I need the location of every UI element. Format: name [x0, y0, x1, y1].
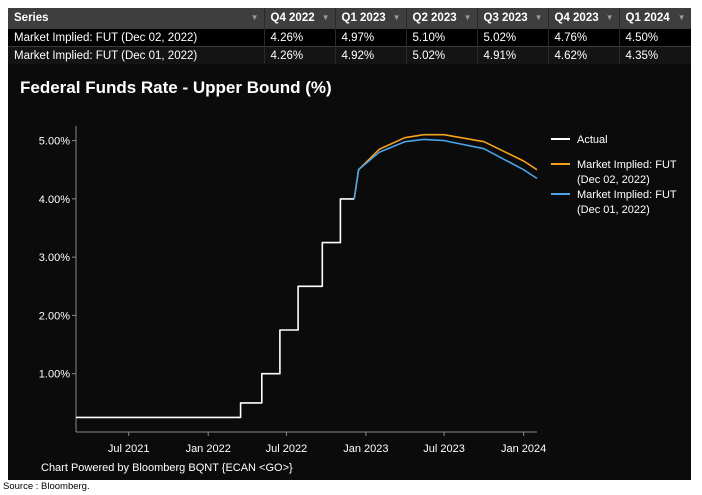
x-tick-label: Jul 2022 [266, 443, 308, 455]
sort-icon[interactable]: ▼ [392, 13, 401, 22]
table-row[interactable]: Market Implied: FUT (Dec 01, 2022) 4.26%… [8, 46, 691, 64]
series-line [353, 133, 538, 200]
value-cell: 4.97% [335, 28, 407, 47]
sort-icon[interactable]: ▼ [605, 13, 614, 22]
value-cell: 4.26% [264, 46, 336, 64]
value-cell: 5.10% [406, 28, 478, 47]
y-tick-label: 5.00% [39, 136, 70, 148]
sort-icon[interactable]: ▼ [534, 13, 543, 22]
chart-panel: Series ▼ Q4 2022 ▼ Q1 2023 ▼ Q2 2023 ▼ Q3 20… [8, 8, 691, 480]
chart-footer: Chart Powered by Bloomberg BQNT {ECAN <G… [41, 462, 293, 474]
value-cell: 4.35% [619, 46, 691, 64]
table-row[interactable]: Market Implied: FUT (Dec 02, 2022) 4.26%… [8, 28, 691, 47]
source-note: Source : Bloomberg. [3, 481, 90, 492]
column-header[interactable]: Q1 2023 ▼ [335, 8, 407, 29]
column-header[interactable]: Q4 2023 ▼ [548, 8, 620, 29]
value-cell: 4.26% [264, 28, 336, 47]
column-header[interactable]: Q1 2024 ▼ [619, 8, 691, 29]
legend-label: Market Implied: FUT (Dec 02, 2022) [577, 159, 677, 186]
chart-title: Federal Funds Rate - Upper Bound (%) [20, 78, 332, 97]
sort-icon[interactable]: ▼ [321, 13, 330, 22]
legend-label: Actual [577, 134, 608, 146]
series-line [353, 138, 538, 200]
sort-icon[interactable]: ▼ [677, 13, 686, 22]
series-table: Series ▼ Q4 2022 ▼ Q1 2023 ▼ Q2 2023 ▼ Q3 20… [8, 8, 691, 64]
x-tick-label: Jan 2022 [186, 443, 231, 455]
value-cell: 5.02% [477, 28, 549, 47]
column-header[interactable]: Series ▼ [8, 8, 265, 29]
series-name-cell: Market Implied: FUT (Dec 01, 2022) [8, 46, 265, 64]
value-cell: 4.92% [335, 46, 407, 64]
x-tick-label: Jul 2021 [108, 443, 150, 455]
column-header[interactable]: Q3 2023 ▼ [477, 8, 549, 29]
y-tick-label: 1.00% [39, 369, 70, 381]
value-cell: 4.50% [619, 28, 691, 47]
y-tick-label: 3.00% [39, 252, 70, 264]
y-tick-label: 4.00% [39, 194, 70, 206]
x-tick-label: Jan 2024 [501, 443, 546, 455]
series-line [76, 198, 355, 419]
series-name-cell: Market Implied: FUT (Dec 02, 2022) [8, 28, 265, 47]
column-header[interactable]: Q2 2023 ▼ [406, 8, 478, 29]
value-cell: 4.91% [477, 46, 549, 64]
sort-icon[interactable]: ▼ [463, 13, 472, 22]
y-tick-label: 2.00% [39, 310, 70, 322]
sort-icon[interactable]: ▼ [250, 13, 259, 22]
x-tick-label: Jan 2023 [343, 443, 388, 455]
column-header[interactable]: Q4 2022 ▼ [264, 8, 336, 29]
value-cell: 4.62% [548, 46, 620, 64]
x-tick-label: Jul 2023 [423, 443, 465, 455]
value-cell: 5.02% [406, 46, 478, 64]
legend-label: Market Implied: FUT (Dec 01, 2022) [577, 189, 677, 216]
value-cell: 4.76% [548, 28, 620, 47]
line-chart: 1.00% 2.00% 3.00% 4.00% 5.00% Jul 2021 Jan 202… [39, 126, 677, 455]
table-header-row: Series ▼ Q4 2022 ▼ Q1 2023 ▼ Q2 2023 ▼ Q3 20… [8, 8, 691, 29]
